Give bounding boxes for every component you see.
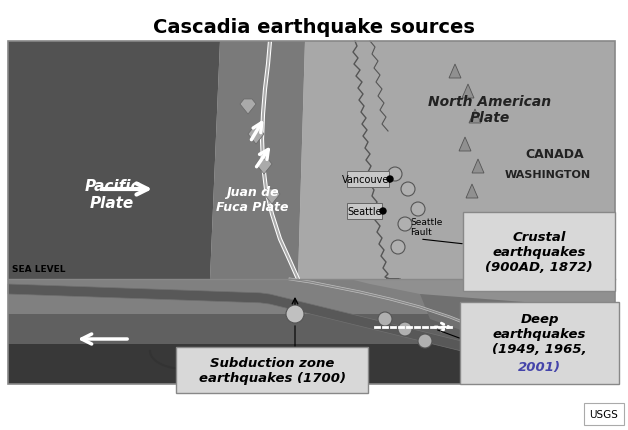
- Circle shape: [388, 168, 402, 181]
- Polygon shape: [466, 184, 478, 199]
- Circle shape: [411, 203, 425, 216]
- FancyBboxPatch shape: [347, 172, 389, 187]
- Polygon shape: [8, 42, 220, 280]
- Polygon shape: [459, 138, 471, 152]
- Text: SEA LEVEL: SEA LEVEL: [12, 264, 65, 273]
- Text: Seattle
Fault: Seattle Fault: [410, 218, 442, 237]
- Text: Deep
earthquakes
(1949, 1965,: Deep earthquakes (1949, 1965,: [492, 313, 587, 356]
- FancyBboxPatch shape: [347, 203, 382, 219]
- Text: CANADA: CANADA: [526, 148, 584, 161]
- FancyBboxPatch shape: [460, 302, 619, 384]
- Polygon shape: [350, 280, 615, 329]
- Polygon shape: [264, 190, 280, 205]
- Polygon shape: [8, 284, 580, 380]
- Text: USGS: USGS: [590, 409, 619, 419]
- Text: Crustal
earthquakes
(900AD, 1872): Crustal earthquakes (900AD, 1872): [485, 230, 593, 273]
- FancyBboxPatch shape: [463, 212, 615, 291]
- Polygon shape: [240, 100, 256, 115]
- Circle shape: [391, 240, 405, 255]
- Polygon shape: [469, 110, 481, 124]
- Circle shape: [401, 183, 415, 197]
- Text: Seattle: Seattle: [348, 206, 382, 216]
- FancyBboxPatch shape: [176, 347, 368, 393]
- Text: Vancouver: Vancouver: [342, 175, 394, 184]
- Circle shape: [398, 218, 412, 231]
- Bar: [8, 280, 615, 384]
- Text: Juan de
Fuca Plate: Juan de Fuca Plate: [216, 186, 288, 214]
- Polygon shape: [472, 160, 484, 174]
- Polygon shape: [298, 42, 615, 280]
- Text: 2001): 2001): [518, 361, 561, 374]
- Polygon shape: [256, 160, 272, 175]
- Polygon shape: [462, 85, 474, 99]
- Text: Cascadia earthquake sources: Cascadia earthquake sources: [153, 18, 475, 37]
- Bar: [8, 42, 615, 384]
- Circle shape: [398, 322, 412, 336]
- Text: Subduction zone
earthquakes (1700): Subduction zone earthquakes (1700): [198, 356, 345, 384]
- Text: WASHINGTON: WASHINGTON: [505, 169, 591, 180]
- Text: North American
Plate: North American Plate: [428, 95, 551, 125]
- Bar: [8, 42, 615, 280]
- Polygon shape: [420, 294, 615, 359]
- Circle shape: [380, 209, 386, 215]
- Circle shape: [378, 312, 392, 326]
- Text: Pacific
Plate: Pacific Plate: [84, 178, 140, 211]
- Circle shape: [387, 177, 393, 183]
- Circle shape: [418, 334, 432, 348]
- FancyBboxPatch shape: [584, 403, 624, 425]
- Bar: [8, 344, 615, 384]
- Polygon shape: [449, 65, 461, 79]
- Polygon shape: [210, 42, 305, 280]
- Polygon shape: [248, 130, 264, 144]
- Circle shape: [286, 305, 304, 323]
- Bar: [8, 314, 615, 344]
